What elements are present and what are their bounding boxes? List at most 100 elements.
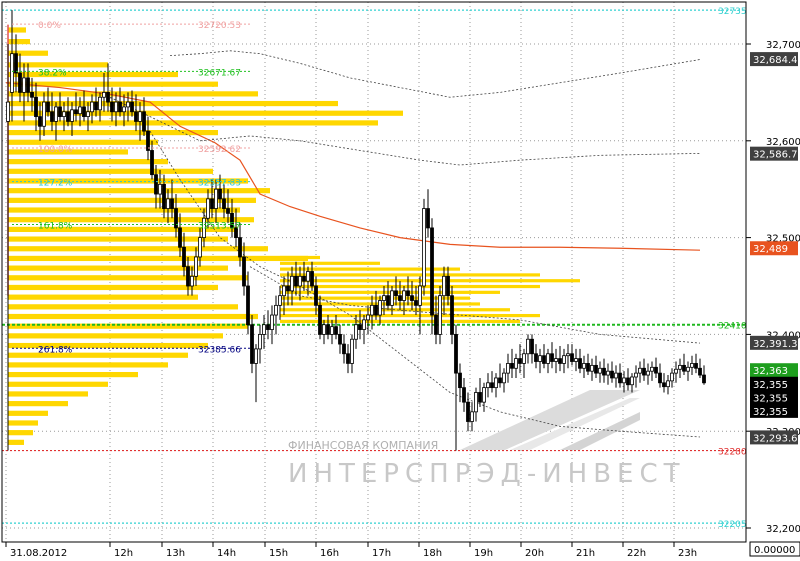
profile-bar xyxy=(8,342,208,349)
candle-body xyxy=(306,271,310,282)
level-line-label: 32410 xyxy=(718,322,747,332)
candle-body xyxy=(30,92,34,98)
candle-body xyxy=(330,326,334,335)
candle-body xyxy=(34,96,38,117)
profile-bar xyxy=(280,284,540,289)
candle-body xyxy=(494,377,498,389)
profile-bar xyxy=(8,197,256,203)
candle-body xyxy=(178,227,182,248)
profile-bar xyxy=(280,267,460,271)
candle-body xyxy=(682,364,686,372)
candle-body xyxy=(122,106,126,113)
candle-body xyxy=(350,338,354,364)
profile-bar xyxy=(280,319,520,323)
candle-body xyxy=(434,314,438,335)
candle-body xyxy=(342,343,346,355)
x-time-label: 18h xyxy=(423,548,442,559)
candle-body xyxy=(74,109,78,115)
fib-ratio-label: 38.2% xyxy=(38,68,67,78)
price-tag-label: 32,355 xyxy=(753,393,788,404)
candle-body xyxy=(678,364,682,370)
x-time-label: 20h xyxy=(525,548,544,559)
x-time-label: 15h xyxy=(269,548,288,559)
candle-body xyxy=(274,304,278,316)
candle-body xyxy=(438,295,442,335)
profile-bar xyxy=(8,265,228,271)
candle-body xyxy=(618,372,622,384)
candle-body xyxy=(562,355,566,364)
price-tag xyxy=(750,52,798,67)
candle-body xyxy=(506,363,510,374)
profile-bar xyxy=(8,391,88,397)
candle-body xyxy=(558,358,562,364)
candle-body xyxy=(514,358,518,369)
candle-body xyxy=(198,237,202,258)
watermark-company: ФИНАНСОВАЯ КОМПАНИЯ xyxy=(288,439,438,452)
profile-bar xyxy=(8,401,68,407)
candle-body xyxy=(354,324,358,340)
candle-body xyxy=(698,367,702,376)
profile-bar xyxy=(8,226,238,232)
candle-body xyxy=(554,358,558,362)
profile-bar xyxy=(8,91,258,97)
watermark-name: ИНТЕРСПРЭД-ИНВЕСТ xyxy=(288,459,686,489)
price-tag xyxy=(750,241,798,256)
candle-body xyxy=(590,364,594,372)
candle-body xyxy=(174,208,178,229)
profile-bar xyxy=(8,362,168,368)
x-time-label: 16h xyxy=(320,548,339,559)
candle-body xyxy=(670,372,674,382)
candle-body xyxy=(546,353,550,364)
band-line xyxy=(249,266,701,344)
candle-body xyxy=(570,353,574,362)
candle-body xyxy=(322,324,326,335)
candle-body xyxy=(394,290,398,297)
x-date-label: 31.08.2012 xyxy=(10,548,67,559)
candle-body xyxy=(298,275,302,287)
candle-body xyxy=(314,285,318,306)
candle-body xyxy=(134,111,138,122)
candle-body xyxy=(6,101,10,122)
candle-body xyxy=(214,188,218,209)
candle-body xyxy=(346,353,350,364)
price-tag-label: 32,489 xyxy=(753,244,788,255)
profile-bar xyxy=(8,430,33,436)
profile-bar xyxy=(8,381,108,387)
fib-price-label: 32513.57 xyxy=(198,221,241,231)
candle-body xyxy=(54,106,58,122)
fib-price-label: 32720.53 xyxy=(198,21,241,31)
candle-body xyxy=(446,275,450,297)
candle-body xyxy=(186,266,190,287)
candle-body xyxy=(250,324,254,364)
candle-body xyxy=(98,96,102,111)
candle-body xyxy=(362,319,366,330)
candle-body xyxy=(594,364,598,374)
profile-bar xyxy=(8,178,248,184)
candle-body xyxy=(302,275,306,282)
candle-body xyxy=(70,109,74,122)
y-tick-label: 32,600 xyxy=(766,137,800,148)
y-tick-label: 32,500 xyxy=(766,234,800,245)
x-time-label: 12h xyxy=(114,548,133,559)
candle-body xyxy=(498,377,502,384)
candle-body xyxy=(518,358,522,364)
profile-bar xyxy=(8,159,168,165)
price-tag xyxy=(750,403,798,418)
candle-body xyxy=(142,111,146,132)
candle-body xyxy=(414,300,418,306)
profile-bar xyxy=(280,296,470,300)
candle-body xyxy=(510,363,514,369)
candle-body xyxy=(366,314,370,321)
candle-body xyxy=(470,411,474,422)
price-tags: 32,684.4 32,586.7 32,489 32,391.3 32,363 32,3… xyxy=(749,52,800,557)
candle-body xyxy=(522,353,526,364)
candle-body xyxy=(42,101,46,127)
candle-body xyxy=(574,358,578,362)
level-line-label: 32735 xyxy=(718,7,747,17)
candle-body xyxy=(154,174,158,195)
candle-body xyxy=(38,116,42,127)
candle-body xyxy=(286,285,290,292)
fib-ratio-label: 100.0% xyxy=(38,145,73,155)
candle-body xyxy=(614,372,618,379)
x-time-label: 19h xyxy=(474,548,493,559)
